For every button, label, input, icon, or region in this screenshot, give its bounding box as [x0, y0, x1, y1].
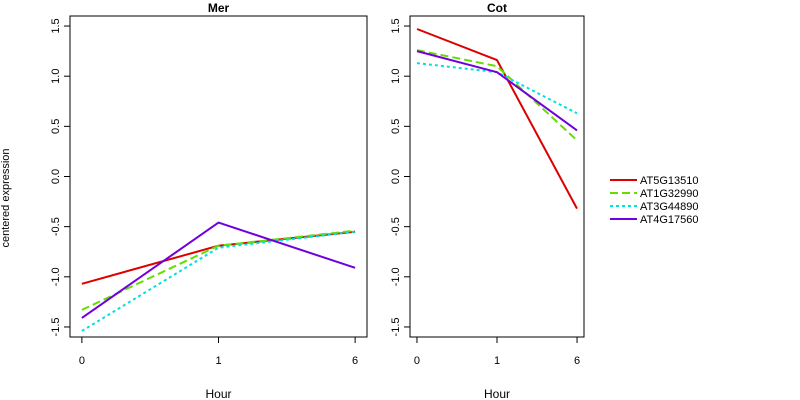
- y-tick-label: 0.5: [390, 119, 402, 134]
- panel-mer: Mer -1.5 -1.0 -0.5 0.0 0.5 1.0 1.5 0 1 6 Hour: [50, 1, 368, 400]
- y-tick-label: 1.5: [390, 18, 402, 33]
- y-tick-label: -1.5: [390, 317, 402, 336]
- y-tick-label: 1.0: [390, 69, 402, 84]
- x-tick-label: 1: [494, 355, 500, 367]
- y-tick-label: -1.0: [390, 267, 402, 286]
- x-axis-label: Hour: [205, 387, 231, 400]
- series-line-at3g44890: [416, 62, 578, 115]
- y-tick-label: -0.5: [50, 217, 62, 236]
- series-lines: [416, 28, 578, 210]
- y-axis-label: centered expression: [0, 148, 12, 247]
- legend-label: AT5G13510: [640, 175, 699, 187]
- y-tick-label: -0.5: [390, 217, 402, 236]
- y-tick-label: 1.5: [50, 18, 62, 33]
- panel-title: Cot: [487, 1, 507, 15]
- x-tick-label: 1: [215, 355, 221, 367]
- series-line-at1g32990: [416, 49, 578, 142]
- panel-title: Mer: [208, 1, 230, 15]
- y-tick-label: -1.5: [50, 317, 62, 336]
- panel-cot: Cot -1.5 -1.0 -0.5 0.0 0.5 1.0 1.5 0 1 6 Hour: [390, 1, 585, 400]
- y-tick-label: -1.0: [50, 267, 62, 286]
- x-tick-label: 6: [574, 355, 580, 367]
- x-tick-label: 6: [352, 355, 358, 367]
- series-line-at5g13510: [81, 230, 356, 285]
- series-line-at4g17560: [416, 50, 578, 132]
- series-line-at4g17560: [81, 221, 356, 319]
- legend-label: AT4G17560: [640, 214, 699, 226]
- series-lines: [81, 221, 356, 332]
- y-tick-label: 0.0: [50, 169, 62, 184]
- x-tick-label: 0: [79, 355, 85, 367]
- y-tick-label: 0.0: [390, 169, 402, 184]
- y-tick-label: 1.0: [50, 69, 62, 84]
- x-axis-label: Hour: [484, 387, 510, 400]
- plot-frame: [69, 15, 368, 338]
- legend-label: AT3G44890: [640, 201, 699, 213]
- series-line-at1g32990: [81, 229, 356, 311]
- series-line-at5g13510: [416, 28, 578, 210]
- plot-frame: [409, 15, 585, 338]
- legend-label: AT1G32990: [640, 188, 699, 200]
- panels: Mer -1.5 -1.0 -0.5 0.0 0.5 1.0 1.5 0 1 6 Hour Cot -1.…: [50, 1, 585, 400]
- y-tick-label: 0.5: [50, 119, 62, 134]
- x-tick-label: 0: [414, 355, 420, 367]
